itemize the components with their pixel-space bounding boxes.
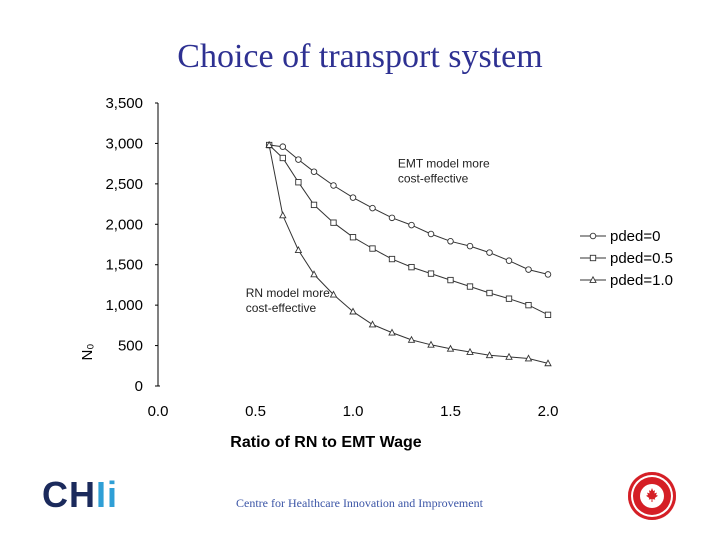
data-point bbox=[485, 351, 494, 359]
legend-marker bbox=[589, 232, 597, 240]
data-point bbox=[329, 290, 338, 298]
data-point bbox=[544, 271, 552, 278]
legend-item: pded=0.5 bbox=[580, 250, 673, 267]
data-point bbox=[369, 245, 376, 252]
x-tick-label: 0.5 bbox=[245, 403, 266, 420]
series-pded-1-0 bbox=[265, 140, 552, 367]
data-point bbox=[447, 276, 454, 284]
y-tick-label: 2,000 bbox=[105, 216, 143, 233]
data-point bbox=[369, 204, 376, 212]
series-line bbox=[268, 144, 549, 316]
data-point bbox=[310, 270, 318, 278]
data-point bbox=[388, 214, 396, 222]
annotation-line2: cost-effective bbox=[398, 172, 469, 186]
data-point bbox=[265, 140, 273, 148]
data-point bbox=[388, 328, 396, 336]
y-axis-label: N₀ bbox=[79, 343, 96, 360]
legend-marker bbox=[589, 275, 597, 283]
data-point bbox=[524, 354, 533, 362]
legend-marker bbox=[589, 254, 597, 262]
x-axis: 0.0 0.5 1.0 1.5 2.0 Ratio of RN to EMT Wage bbox=[148, 385, 559, 451]
seal-icon bbox=[628, 472, 676, 520]
data-point bbox=[427, 340, 435, 348]
y-tick-label: 2,500 bbox=[105, 176, 143, 193]
data-point bbox=[330, 182, 337, 189]
data-point bbox=[349, 234, 357, 241]
legend-label: pded=0.5 bbox=[610, 250, 673, 267]
data-point bbox=[466, 242, 474, 250]
chii-logo: CHIi bbox=[42, 475, 118, 515]
data-point bbox=[447, 238, 454, 245]
data-point bbox=[446, 344, 455, 352]
y-tick-label: 3,000 bbox=[105, 135, 143, 152]
data-point bbox=[407, 335, 416, 343]
legend-item: pded=1.0 bbox=[580, 272, 673, 289]
y-axis: 0 500 1,000 1,500 2,000 2,500 3,000 3,500 N₀ bbox=[79, 95, 159, 395]
footer-text: Centre for Healthcare Innovation and Imp… bbox=[236, 496, 483, 510]
data-point bbox=[408, 221, 415, 229]
x-tick-label: 1.0 bbox=[343, 403, 364, 420]
series-line bbox=[269, 144, 549, 275]
y-tick-label: 500 bbox=[118, 338, 143, 355]
x-axis-label: Ratio of RN to EMT Wage bbox=[230, 434, 421, 451]
page-title: Choice of transport system bbox=[177, 38, 543, 75]
data-point bbox=[295, 156, 302, 163]
data-point bbox=[525, 266, 532, 273]
data-point bbox=[505, 257, 513, 264]
data-point bbox=[544, 311, 552, 318]
data-point bbox=[486, 249, 493, 256]
data-point bbox=[486, 289, 493, 297]
data-point bbox=[427, 230, 435, 238]
data-point bbox=[505, 352, 513, 360]
maple-leaf-icon bbox=[646, 488, 658, 502]
data-point bbox=[368, 320, 377, 328]
data-point bbox=[466, 347, 474, 355]
x-tick-label: 2.0 bbox=[538, 403, 559, 420]
annotation-line2: cost-effective bbox=[246, 301, 317, 315]
y-tick-label: 0 bbox=[135, 378, 143, 395]
series-line bbox=[268, 144, 549, 364]
data-point bbox=[505, 295, 513, 302]
data-point bbox=[279, 143, 287, 150]
data-point bbox=[466, 283, 474, 290]
data-point bbox=[310, 168, 318, 175]
x-tick-label: 0.0 bbox=[148, 403, 169, 420]
data-point bbox=[349, 307, 357, 315]
x-tick-label: 1.5 bbox=[440, 403, 461, 420]
data-point bbox=[544, 359, 552, 367]
y-tick-label: 1,000 bbox=[105, 297, 143, 314]
data-point bbox=[279, 154, 286, 162]
logo-text-ii: Ii bbox=[96, 474, 119, 515]
y-tick-label: 3,500 bbox=[105, 95, 143, 112]
data-point bbox=[525, 301, 532, 309]
legend-label: pded=1.0 bbox=[610, 272, 673, 289]
annotation-line1: EMT model more bbox=[398, 157, 490, 171]
logo-text-ch: CH bbox=[42, 474, 96, 515]
legend-label: pded=0 bbox=[610, 228, 660, 245]
data-point bbox=[408, 263, 415, 271]
chart-legend: pded=0 pded=0.5 pded=1.0 bbox=[580, 228, 673, 289]
chart-series bbox=[265, 140, 552, 367]
data-point bbox=[330, 219, 337, 226]
data-point bbox=[294, 246, 303, 254]
data-point bbox=[295, 179, 302, 186]
series-pded-0 bbox=[265, 141, 552, 278]
data-point bbox=[310, 201, 318, 209]
annotation-line1: RN model more bbox=[246, 286, 330, 300]
y-tick-label: 1,500 bbox=[105, 257, 143, 274]
data-point bbox=[427, 270, 435, 277]
data-point bbox=[388, 255, 396, 263]
legend-item: pded=0 bbox=[580, 228, 660, 245]
data-point bbox=[349, 194, 357, 201]
data-point bbox=[279, 211, 287, 219]
